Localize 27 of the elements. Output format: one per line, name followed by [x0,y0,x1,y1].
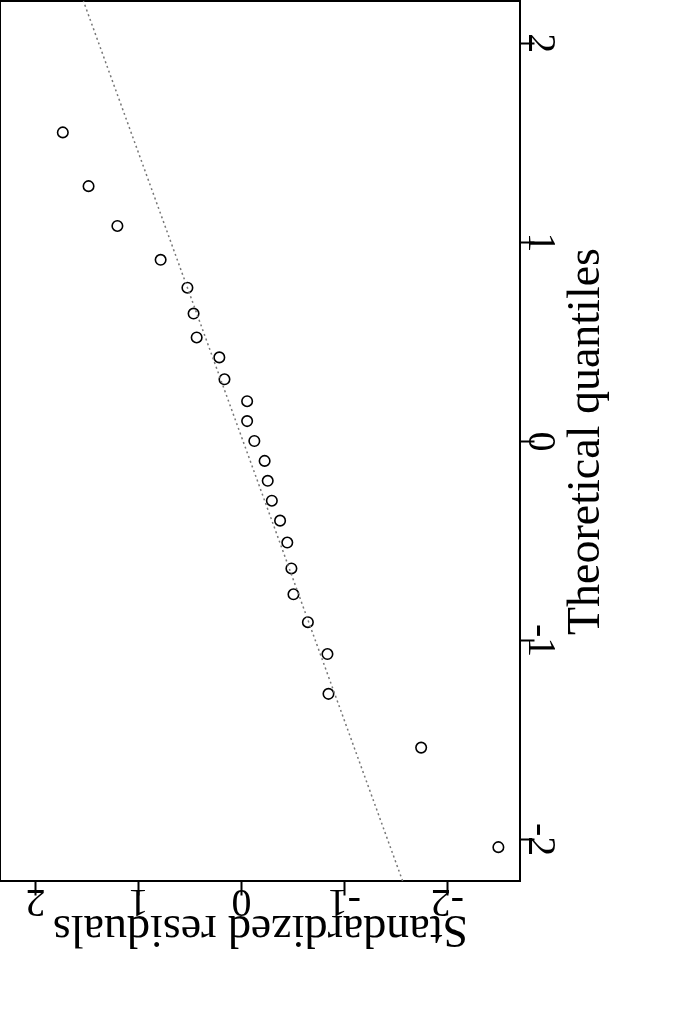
point [241,415,254,428]
point [241,395,254,408]
point [274,514,287,527]
point [258,454,271,467]
point [218,373,231,386]
point [154,253,167,266]
point [111,219,124,233]
point [82,180,95,193]
point [181,281,194,294]
point [281,536,294,549]
point [322,687,335,700]
point [321,648,334,661]
point [261,474,274,487]
y-tick-label: 2 [519,33,565,54]
point [265,494,278,507]
point [187,307,200,320]
point [492,841,505,854]
point [415,741,428,754]
point [248,434,261,448]
point [213,351,226,364]
point [287,588,300,601]
point [285,562,298,575]
point [301,616,314,629]
point [190,331,203,344]
point [56,126,69,139]
x-tick-label: 2 [25,880,46,926]
y-tick-label: -2 [519,823,565,857]
